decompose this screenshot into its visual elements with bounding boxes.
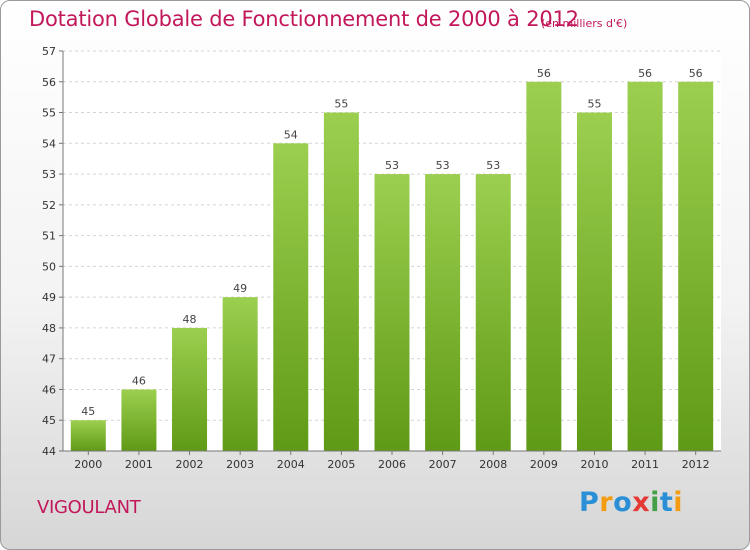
x-tick-label: 2004 — [277, 458, 305, 471]
y-tick-label: 44 — [42, 445, 56, 458]
x-tick-label: 2012 — [682, 458, 710, 471]
x-tick-label: 2005 — [327, 458, 355, 471]
y-tick-label: 46 — [42, 383, 56, 396]
chart-subtitle: (en milliers d'€) — [541, 17, 628, 30]
logo-letter: i — [673, 487, 684, 518]
x-tick-label: 2006 — [378, 458, 406, 471]
x-tick-label: 2000 — [74, 458, 102, 471]
bar — [70, 420, 106, 451]
y-tick-label: 56 — [42, 76, 56, 89]
bar — [273, 143, 309, 452]
bars: 45 46 48 49 54 55 53 53 53 56 55 56 56 — [70, 67, 714, 452]
y-tick-label: 55 — [42, 107, 56, 120]
y-tick-label: 49 — [42, 291, 56, 304]
data-label: 55 — [334, 98, 348, 111]
bar — [576, 112, 612, 452]
x-tick-label: 2007 — [429, 458, 457, 471]
logo-letter: r — [599, 487, 614, 518]
y-tick-label: 45 — [42, 414, 56, 427]
logo-letter: P — [579, 487, 600, 518]
y-tick-label: 57 — [42, 45, 56, 58]
y-tick-label: 47 — [42, 353, 56, 366]
commune-label: VIGOULANT — [37, 497, 141, 518]
data-label: 54 — [284, 128, 298, 141]
proxiti-logo: Proxiti — [579, 487, 683, 518]
data-label: 55 — [587, 98, 601, 111]
bar — [121, 389, 157, 451]
logo-letter: x — [632, 487, 651, 518]
y-tick-label: 48 — [42, 322, 56, 335]
x-tick-label: 2002 — [176, 458, 204, 471]
data-label: 46 — [132, 374, 146, 387]
bar — [425, 174, 461, 452]
y-tick-label: 54 — [42, 137, 56, 150]
bar — [526, 81, 562, 452]
y-tick-label: 52 — [42, 199, 56, 212]
x-tick-label: 2010 — [580, 458, 608, 471]
bar — [678, 81, 714, 452]
y-tick-label: 50 — [42, 260, 56, 273]
x-tick-label: 2001 — [125, 458, 153, 471]
bar — [172, 327, 208, 451]
bar — [627, 81, 663, 452]
logo-letter: t — [659, 487, 674, 518]
axes: 44 45 46 47 48 49 50 51 52 53 54 55 56 57 2000 2001 2002… — [42, 45, 721, 471]
bar — [323, 112, 359, 452]
y-tick-label: 53 — [42, 168, 56, 181]
chart-title: Dotation Globale de Fonctionnement de 20… — [29, 7, 579, 31]
x-tick-label: 2003 — [226, 458, 254, 471]
logo-letter: i — [650, 487, 660, 518]
data-label: 53 — [385, 159, 399, 172]
x-tick-label: 2009 — [530, 458, 558, 471]
data-label: 49 — [233, 282, 247, 295]
data-label: 56 — [689, 67, 703, 80]
y-tick-label: 51 — [42, 230, 56, 243]
bar — [374, 174, 410, 452]
data-label: 48 — [183, 313, 197, 326]
data-label: 56 — [537, 67, 551, 80]
data-label: 56 — [638, 67, 652, 80]
data-label: 53 — [486, 159, 500, 172]
data-label: 45 — [81, 405, 95, 418]
logo-letter: o — [613, 487, 633, 518]
x-tick-label: 2008 — [479, 458, 507, 471]
x-tick-label: 2011 — [631, 458, 659, 471]
bar — [475, 174, 511, 452]
bar — [222, 297, 258, 451]
data-label: 53 — [436, 159, 450, 172]
